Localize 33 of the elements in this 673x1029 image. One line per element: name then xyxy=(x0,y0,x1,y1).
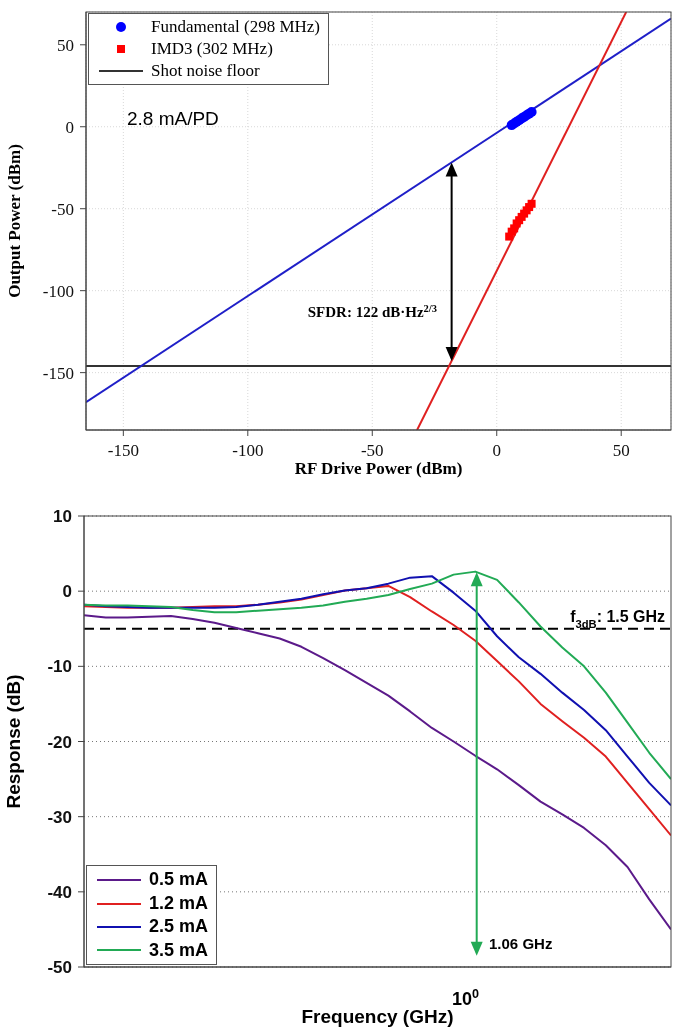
y-axis-title: Output Power (dBm) xyxy=(5,144,24,298)
y-tick-label: -100 xyxy=(42,281,74,301)
legend-label: 2.5 mA xyxy=(149,916,209,937)
y-tick-label: -40 xyxy=(47,882,72,902)
annotation: 1.06 GHz xyxy=(489,934,553,952)
y-tick-label: -20 xyxy=(47,732,72,752)
y-tick-label: 0 xyxy=(62,582,72,602)
annotation: SFDR: 122 dB·Hz$^{2/3}$ xyxy=(307,302,437,321)
legend-label: Fundamental (298 MHz) xyxy=(151,17,321,36)
legend-label: 1.2 mA xyxy=(149,892,209,913)
y-tick-label: -10 xyxy=(47,657,72,677)
x-tick-label: -150 xyxy=(107,441,139,460)
x-tick-label: -100 xyxy=(232,441,264,460)
y-tick-label: -30 xyxy=(47,807,72,827)
legend-label: 0.5 mA xyxy=(149,869,209,890)
legend-label: IMD3 (302 MHz) xyxy=(151,39,273,59)
legend-label: Shot noise floor xyxy=(151,61,260,81)
x-tick-label: 0 xyxy=(492,441,501,460)
text: 10$^{0}$ xyxy=(452,987,480,1010)
x-axis-title: RF Drive Power (dBm) xyxy=(294,459,463,478)
legend-label: 3.5 mA xyxy=(149,939,209,960)
x-axis-title: Frequency (GHz) xyxy=(301,1006,454,1027)
annotation: f$_{3dB}$: 1.5 GHz xyxy=(570,607,666,630)
y-tick-label: 10 xyxy=(53,507,72,526)
y-tick-label: -50 xyxy=(47,958,72,977)
annotation: 2.8 mA/PD xyxy=(126,107,219,129)
y-tick-label: -150 xyxy=(42,363,74,383)
x-tick-label: 50 xyxy=(612,441,630,460)
y-axis-title: Response (dB) xyxy=(3,674,24,809)
y-tick-label: 0 xyxy=(65,117,74,137)
y-tick-label: -50 xyxy=(51,199,74,219)
x-tick-label: -50 xyxy=(360,441,384,460)
y-tick-label: 50 xyxy=(57,35,74,55)
